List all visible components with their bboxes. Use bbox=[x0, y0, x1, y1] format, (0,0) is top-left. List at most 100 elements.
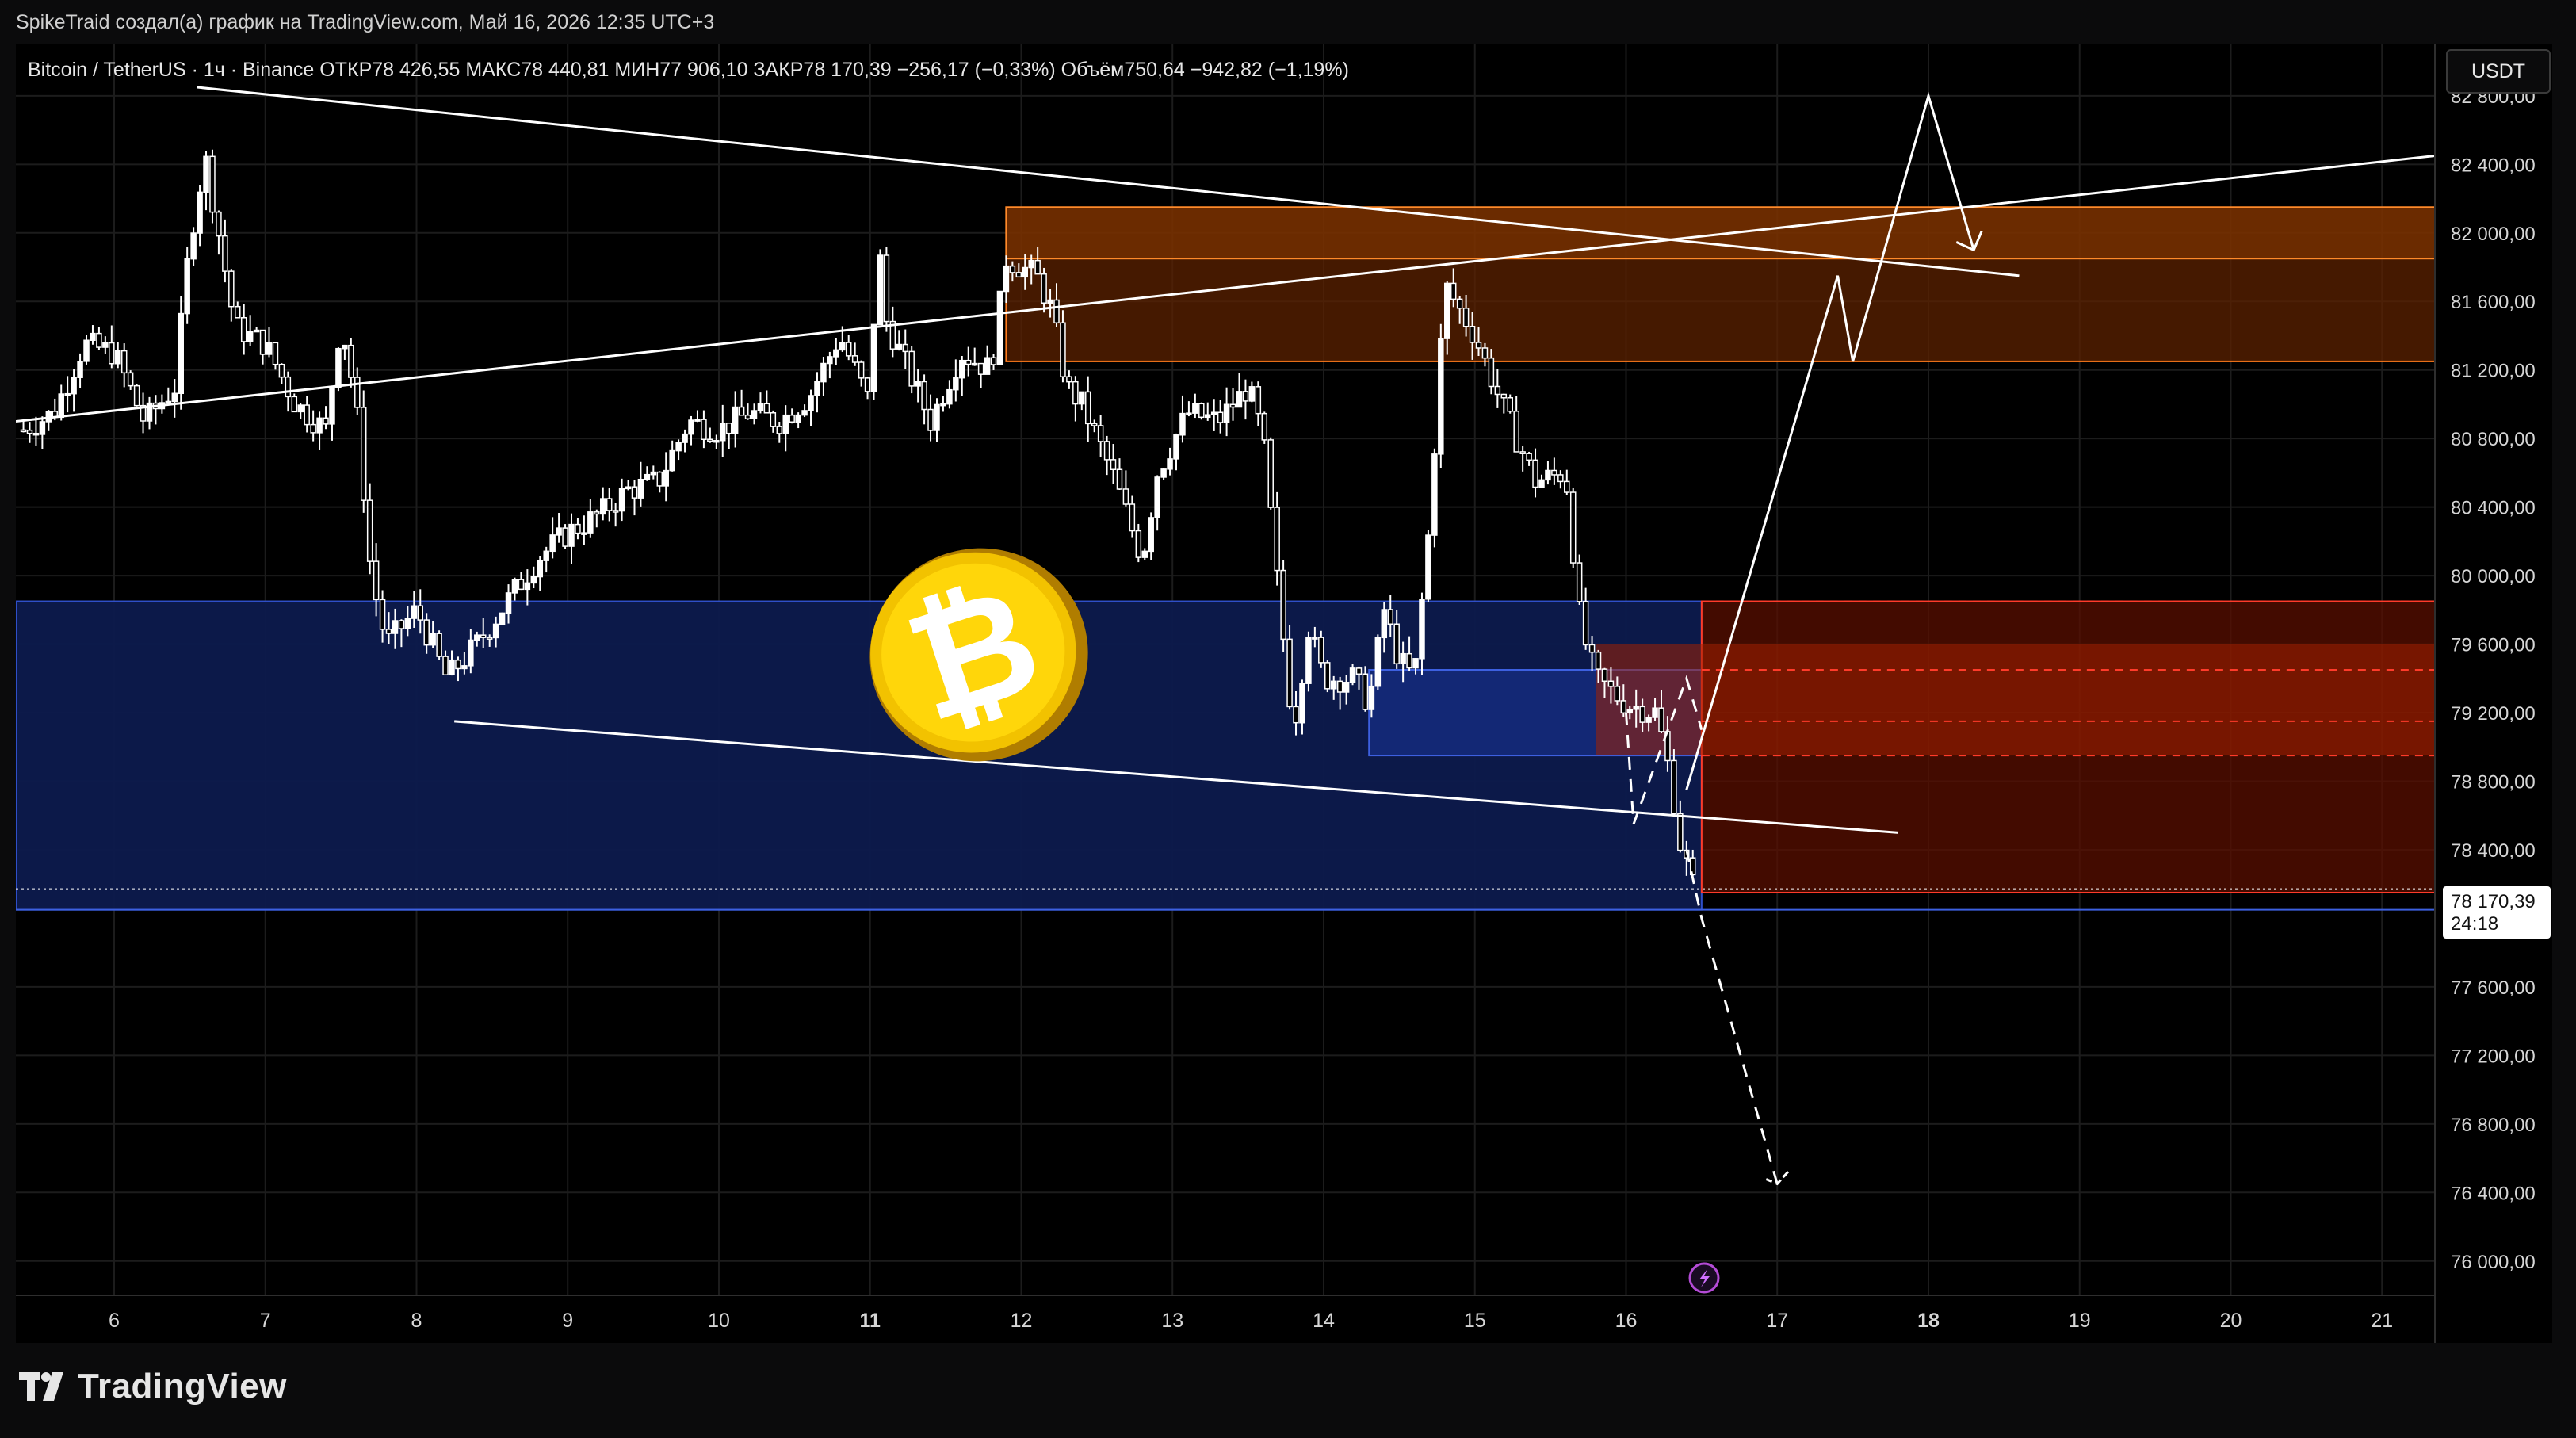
candle bbox=[1400, 641, 1406, 683]
price-tick-label: 78 800,00 bbox=[2451, 772, 2536, 794]
candle-body-down bbox=[851, 355, 858, 363]
candle bbox=[669, 440, 675, 472]
bearish-arrowhead bbox=[1765, 1168, 1791, 1186]
candle-body-up bbox=[644, 473, 651, 480]
candle-body-up bbox=[1645, 717, 1652, 723]
candle bbox=[26, 422, 33, 443]
symbol-legend: Bitcoin / TetherUS · 1ч · Binance ОТКР78… bbox=[28, 59, 1349, 81]
candle-body-up bbox=[1626, 709, 1634, 714]
time-tick-label: 12 bbox=[1011, 1310, 1033, 1332]
candle bbox=[209, 149, 216, 224]
candle-body-up bbox=[839, 342, 846, 351]
candle-body-up bbox=[1160, 468, 1167, 478]
candle-body-up bbox=[115, 350, 121, 365]
candle bbox=[971, 347, 978, 366]
candle-body-down bbox=[1041, 273, 1047, 304]
recent-wave-projection bbox=[1624, 675, 1703, 825]
candle bbox=[1286, 625, 1293, 710]
candle-body-up bbox=[1305, 637, 1312, 684]
candle bbox=[1425, 530, 1431, 602]
candle bbox=[1639, 698, 1645, 732]
candle-body-down bbox=[1677, 813, 1684, 851]
trendlines bbox=[15, 86, 2436, 834]
candle-body-down bbox=[20, 429, 27, 433]
candle-body-up bbox=[1374, 637, 1382, 687]
candle-body-down bbox=[1362, 673, 1369, 710]
currency-button[interactable]: USDT bbox=[2446, 49, 2551, 94]
candle-body-up bbox=[1330, 680, 1337, 690]
candle-body-up bbox=[1154, 476, 1160, 518]
candle-body-up bbox=[1236, 391, 1243, 408]
time-tick-label: 14 bbox=[1313, 1310, 1335, 1332]
candle-body-up bbox=[795, 414, 801, 423]
candle bbox=[190, 227, 197, 266]
candle bbox=[927, 394, 934, 442]
candle bbox=[385, 612, 392, 644]
candle-body-up bbox=[940, 403, 946, 407]
candle-body-up bbox=[253, 329, 260, 333]
candle bbox=[39, 416, 46, 449]
candle-body-down bbox=[366, 499, 373, 562]
candle-body-up bbox=[1400, 652, 1406, 665]
candle bbox=[1677, 800, 1684, 853]
candle-body-up bbox=[1438, 338, 1444, 455]
candle bbox=[1122, 470, 1129, 507]
candle bbox=[1274, 491, 1280, 586]
candle-body-down bbox=[594, 511, 600, 515]
candle-body-down bbox=[1569, 491, 1577, 564]
candle bbox=[133, 384, 140, 407]
candle-body-up bbox=[178, 312, 184, 395]
candle bbox=[1186, 401, 1192, 417]
candle-body-up bbox=[266, 342, 273, 355]
candle bbox=[1645, 714, 1652, 732]
chart-panel[interactable]: 82 800,00 82 400,00 82 000,00 81 600,00 81 2… bbox=[15, 44, 2552, 1343]
candle bbox=[480, 618, 487, 648]
candle bbox=[1557, 470, 1564, 489]
candle-body-down bbox=[1658, 707, 1664, 732]
candle bbox=[940, 396, 946, 412]
candle bbox=[1154, 475, 1160, 531]
time-tick-label: 20 bbox=[2220, 1310, 2242, 1332]
candle bbox=[228, 269, 235, 322]
candle bbox=[474, 631, 480, 647]
candle-body-down bbox=[1481, 347, 1489, 359]
candle bbox=[127, 370, 134, 390]
candle bbox=[379, 590, 386, 643]
candle bbox=[1060, 310, 1066, 383]
tradingview-brand[interactable]: TradingView bbox=[19, 1367, 287, 1406]
price-axis-bg bbox=[2435, 44, 2552, 1343]
candle bbox=[537, 556, 544, 591]
candle-body-up bbox=[549, 534, 556, 553]
candle bbox=[216, 210, 222, 255]
candle bbox=[776, 422, 783, 443]
candle-body-up bbox=[833, 349, 839, 358]
candle bbox=[1374, 634, 1382, 690]
candle bbox=[996, 290, 1003, 365]
candle-body-down bbox=[1261, 412, 1268, 441]
candle-body-down bbox=[631, 486, 638, 499]
candle bbox=[1569, 488, 1577, 568]
candle-body-down bbox=[1091, 423, 1098, 426]
candle-body-down bbox=[1507, 397, 1513, 412]
candle-body-down bbox=[1582, 601, 1589, 646]
candle bbox=[266, 327, 273, 358]
candle bbox=[203, 151, 209, 211]
candle-body-up bbox=[64, 392, 71, 396]
candle bbox=[606, 488, 613, 522]
candle bbox=[1135, 523, 1142, 563]
candle-body-down bbox=[209, 155, 216, 213]
candle bbox=[96, 327, 102, 350]
candle bbox=[442, 650, 449, 675]
candle-body-down bbox=[1488, 357, 1495, 388]
candle-body-down bbox=[1450, 282, 1457, 300]
candle bbox=[120, 343, 128, 388]
candle bbox=[304, 396, 310, 433]
candle bbox=[1223, 387, 1230, 437]
candle bbox=[757, 392, 764, 414]
candle bbox=[1393, 610, 1400, 669]
candle-body-up bbox=[335, 347, 342, 388]
candle-body-down bbox=[291, 396, 298, 413]
candle bbox=[278, 363, 285, 384]
